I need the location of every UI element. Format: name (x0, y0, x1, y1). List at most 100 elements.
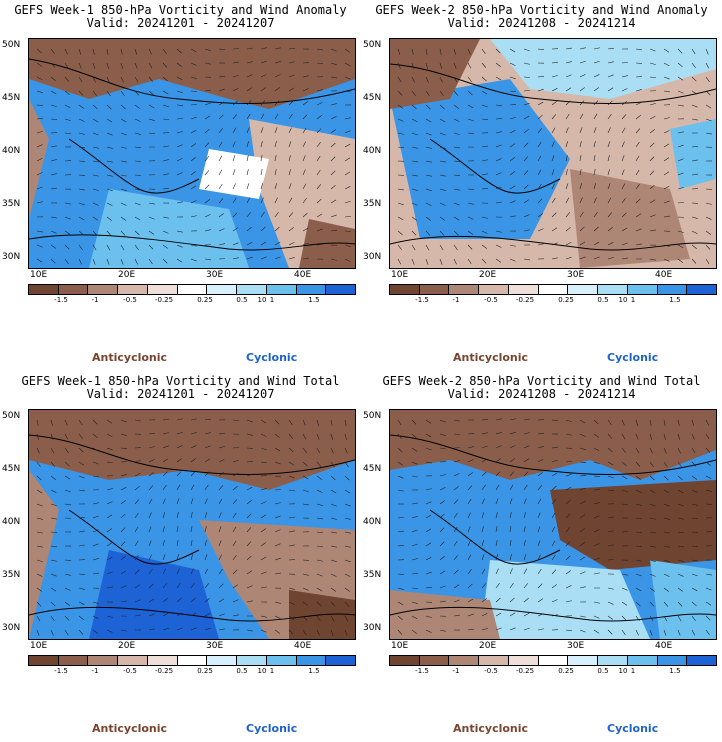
wind-vector (218, 512, 222, 519)
wind-vector (705, 419, 709, 426)
colorbar-label: 1 (269, 296, 275, 304)
wind-vector (565, 141, 568, 148)
wind-vector (551, 227, 558, 232)
wind-vector (162, 244, 169, 249)
wind-vector (344, 531, 351, 534)
wind-vector (411, 90, 416, 96)
wind-vector (330, 573, 337, 577)
wind-vector (162, 216, 169, 219)
wind-vector (50, 601, 56, 607)
wind-vector (593, 515, 600, 519)
wind-vector (106, 556, 113, 561)
wind-vector (106, 629, 113, 633)
wind-vector (134, 614, 141, 617)
wind-vector (106, 528, 113, 533)
wind-vector (565, 169, 568, 176)
wind-vector (411, 118, 418, 123)
lat-label: 35N (363, 570, 382, 580)
wind-vector (663, 461, 668, 468)
wind-vector (78, 461, 85, 466)
vorticity-map (28, 38, 356, 269)
colorbar-label: 1.5 (669, 667, 681, 675)
wind-vector (218, 540, 222, 547)
wind-vector (36, 545, 43, 548)
wind-vector (481, 540, 484, 547)
wind-vector (288, 433, 294, 439)
wind-vector (134, 174, 141, 176)
wind-vector (607, 74, 614, 78)
wind-vector (232, 419, 239, 422)
wind-vector (593, 74, 600, 78)
wind-vector (565, 47, 572, 50)
panel-subtitle: Valid: 20241201 - 20241207 (86, 16, 275, 30)
wind-vector (218, 472, 224, 477)
wind-vector (176, 540, 179, 547)
wind-vector (288, 183, 292, 190)
wind-vector (344, 171, 351, 176)
wind-vector (607, 47, 614, 50)
wind-vector (106, 132, 113, 136)
wind-vector (607, 127, 611, 134)
wind-vector (344, 587, 350, 592)
wind-vector (36, 258, 43, 263)
wind-vector (260, 74, 267, 78)
wind-vector (537, 526, 541, 533)
colorbar-swatch (627, 656, 658, 665)
wind-vector (316, 461, 322, 467)
wind-vector (593, 226, 599, 232)
wind-vector (134, 599, 141, 603)
wind-vector (148, 230, 155, 235)
wind-vector (579, 419, 586, 424)
wind-vector (302, 433, 307, 440)
wind-vector (288, 155, 291, 162)
wind-vector (106, 447, 113, 451)
wind-vector (148, 90, 154, 96)
wind-vector (677, 187, 684, 190)
colorbar-label: -1 (452, 667, 460, 675)
wind-vector (453, 614, 460, 617)
wind-vector (425, 202, 432, 206)
wind-vector (344, 419, 347, 426)
wind-vector (302, 257, 309, 260)
wind-vector (621, 169, 625, 176)
wind-vector (120, 433, 127, 436)
wind-vector (411, 104, 417, 110)
wind-vector (411, 461, 418, 465)
wind-vector (36, 503, 43, 507)
wind-vector (607, 447, 613, 453)
wind-vector (64, 433, 69, 440)
wind-vector (218, 583, 224, 589)
lat-label: 40N (2, 517, 21, 527)
wind-vector (36, 447, 40, 454)
wind-vector (523, 458, 530, 463)
wind-vector (50, 531, 57, 533)
wind-vector (204, 102, 211, 106)
wind-vector (425, 160, 432, 163)
wind-vector (663, 157, 670, 162)
wind-vector (162, 568, 167, 575)
wind-vector (495, 512, 498, 519)
wind-vector (439, 62, 443, 69)
wind-vector (481, 418, 488, 421)
wind-vector (691, 587, 698, 592)
wind-vector (621, 419, 625, 426)
wind-vector (232, 459, 239, 463)
wind-vector (288, 242, 295, 246)
wind-vector (260, 433, 267, 437)
wind-vector (691, 433, 695, 440)
wind-vector (134, 485, 140, 491)
colorbar-label: 1 (269, 667, 275, 675)
wind-vector (36, 76, 43, 81)
wind-vector (635, 48, 642, 51)
wind-vector (397, 202, 404, 206)
wind-vector (92, 529, 99, 533)
wind-vector (78, 601, 85, 605)
wind-vector (621, 242, 628, 246)
wind-vector (78, 132, 85, 135)
wind-vector (106, 174, 113, 177)
wind-vector (232, 114, 237, 120)
wind-vector (316, 128, 322, 134)
wind-vector (120, 216, 127, 221)
wind-vector (649, 503, 656, 507)
wind-vector (288, 447, 294, 453)
